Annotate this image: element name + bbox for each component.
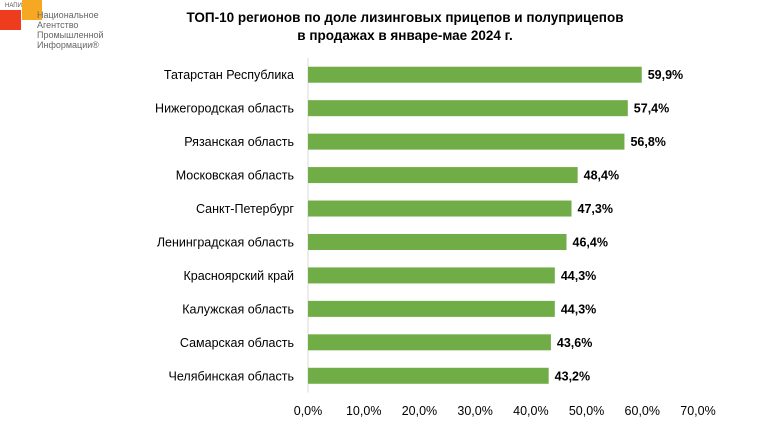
- logo-line: Национальное: [37, 10, 99, 20]
- bar: [308, 267, 555, 284]
- data-label: 43,2%: [555, 369, 590, 383]
- x-tick-label: 70,0%: [680, 404, 715, 418]
- logo-name: Национальное Агентство Промышленной Инфо…: [37, 10, 127, 50]
- data-label: 44,3%: [561, 302, 596, 316]
- data-label: 46,4%: [573, 235, 608, 249]
- x-tick-label: 50,0%: [569, 404, 604, 418]
- bar: [308, 300, 555, 317]
- x-tick-label: 0,0%: [294, 404, 323, 418]
- bar: [308, 233, 567, 250]
- category-label: Калужская область: [182, 302, 294, 316]
- data-label: 44,3%: [561, 269, 596, 283]
- bar: [308, 133, 625, 150]
- data-label: 57,4%: [634, 102, 669, 116]
- data-label: 43,6%: [557, 336, 592, 350]
- category-label: Ленинградская область: [157, 235, 294, 249]
- bar: [308, 334, 551, 351]
- bar: [308, 200, 572, 217]
- category-label: Татарстан Республика: [164, 68, 294, 82]
- bar: [308, 100, 628, 117]
- x-tick-label: 30,0%: [457, 404, 492, 418]
- category-label: Красноярский край: [183, 269, 294, 283]
- logo-line: Промышленной: [37, 30, 104, 40]
- logo-line: Агентство: [37, 20, 79, 30]
- category-label: Рязанская область: [184, 135, 294, 149]
- logo-red-square: [0, 10, 21, 30]
- category-label: Нижегородская область: [155, 102, 294, 116]
- data-label: 48,4%: [584, 169, 619, 183]
- chart-title-line: в продажах в январе-мае 2024 г.: [297, 28, 513, 43]
- bar: [308, 367, 549, 384]
- category-label: Санкт-Петербург: [196, 202, 294, 216]
- category-label: Челябинская область: [169, 369, 294, 383]
- x-tick-label: 60,0%: [625, 404, 660, 418]
- x-tick-label: 40,0%: [513, 404, 548, 418]
- data-label: 56,8%: [630, 135, 665, 149]
- data-label: 47,3%: [578, 202, 613, 216]
- data-label: 59,9%: [648, 68, 683, 82]
- chart-title-line: ТОП-10 регионов по доле лизинговых прице…: [186, 10, 624, 25]
- logo-abbr: НАПИ: [5, 3, 22, 9]
- category-label: Самарская область: [180, 336, 294, 350]
- chart-title: ТОП-10 регионов по доле лизинговых прице…: [180, 9, 630, 45]
- x-tick-label: 10,0%: [346, 404, 381, 418]
- x-tick-label: 20,0%: [402, 404, 437, 418]
- logo-line: Информации®: [37, 40, 99, 50]
- category-label: Московская область: [176, 169, 294, 183]
- bar: [308, 167, 578, 184]
- bar: [308, 66, 642, 83]
- logo-orange-square: [22, 0, 42, 20]
